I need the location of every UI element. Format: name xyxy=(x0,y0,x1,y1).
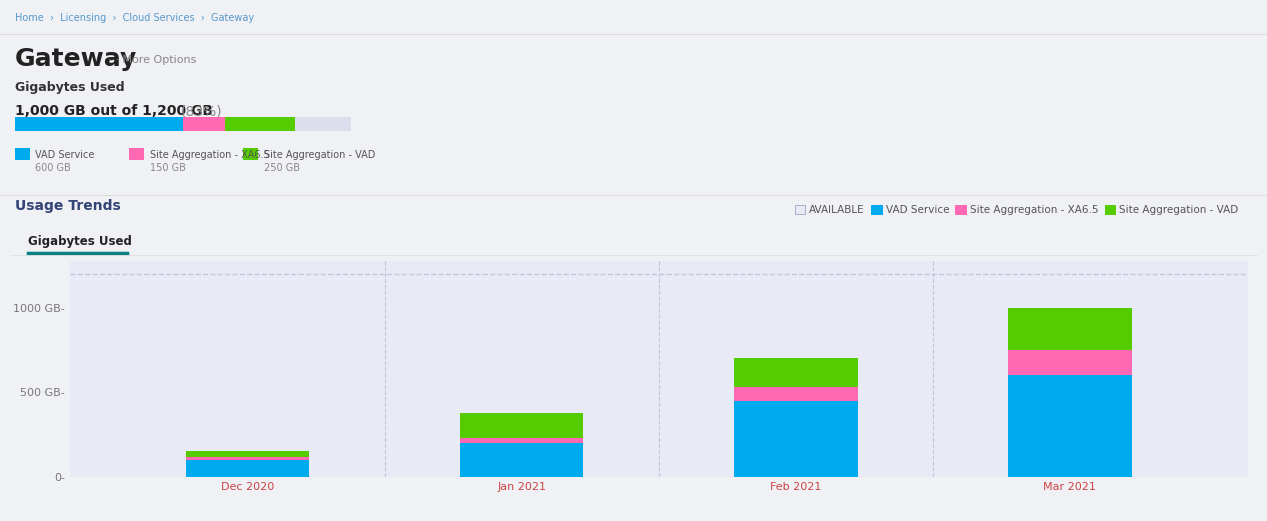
Text: ··· More Options: ··· More Options xyxy=(108,55,196,65)
Text: 150 GB: 150 GB xyxy=(150,163,185,173)
Text: 250 GB: 250 GB xyxy=(264,163,299,173)
Bar xyxy=(734,358,858,387)
Bar xyxy=(1009,375,1131,477)
Text: Site Aggregation - XA6.5: Site Aggregation - XA6.5 xyxy=(150,150,270,160)
Text: VAD Service: VAD Service xyxy=(35,150,95,160)
Bar xyxy=(1009,350,1131,375)
Bar xyxy=(734,387,858,401)
Text: Gateway: Gateway xyxy=(15,47,137,71)
Bar xyxy=(460,443,584,477)
Bar xyxy=(460,438,584,443)
Text: Home  ›  Licensing  ›  Cloud Services  ›  Gateway: Home › Licensing › Cloud Services › Gate… xyxy=(15,13,255,23)
Bar xyxy=(186,457,309,460)
Text: Site Aggregation - VAD: Site Aggregation - VAD xyxy=(264,150,375,160)
Text: Usage Trends: Usage Trends xyxy=(15,199,120,213)
Bar xyxy=(460,413,584,438)
Text: 1,000 GB out of 1,200 GB: 1,000 GB out of 1,200 GB xyxy=(15,104,213,118)
Text: Gigabytes Used: Gigabytes Used xyxy=(28,235,132,249)
Bar xyxy=(1009,308,1131,350)
Text: (83%): (83%) xyxy=(181,104,223,118)
Bar xyxy=(734,401,858,477)
Text: Gigabytes Used: Gigabytes Used xyxy=(15,81,125,94)
Legend: AVAILABLE, VAD Service, Site Aggregation - XA6.5, Site Aggregation - VAD: AVAILABLE, VAD Service, Site Aggregation… xyxy=(791,201,1243,219)
Bar xyxy=(186,460,309,477)
Text: 600 GB: 600 GB xyxy=(35,163,71,173)
Bar xyxy=(186,451,309,457)
